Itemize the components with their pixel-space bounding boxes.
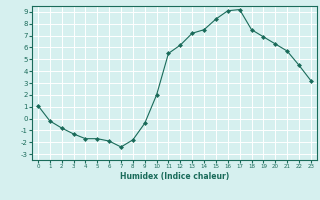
X-axis label: Humidex (Indice chaleur): Humidex (Indice chaleur) bbox=[120, 172, 229, 181]
